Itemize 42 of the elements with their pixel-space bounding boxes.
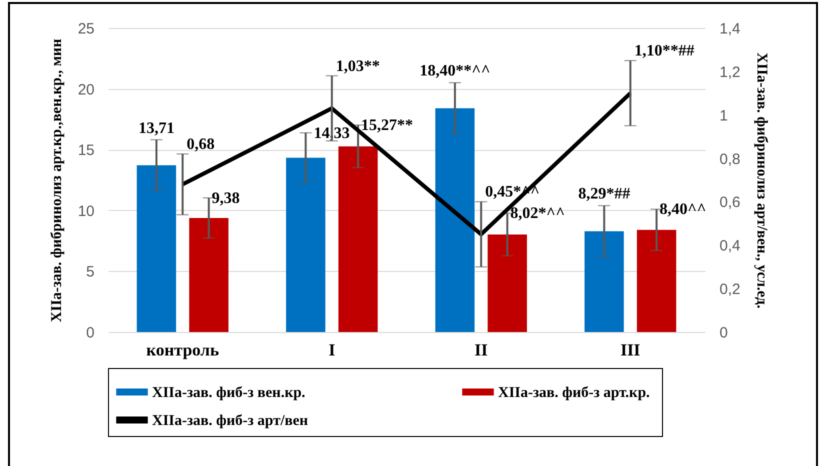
- bar: [338, 146, 378, 332]
- bar: [636, 230, 676, 332]
- y-tick-label: 25: [78, 20, 94, 38]
- y-axis-title: XIIa-зав. фибринолиз арт.кр.,вен.кр., мин: [48, 38, 65, 322]
- legend-label: XIIa-зав. фиб-з арт/вен: [152, 413, 308, 429]
- y-tick-label: 5: [86, 264, 94, 281]
- y-tick-label: 20: [78, 81, 94, 98]
- y2-tick-label: 0: [720, 324, 728, 342]
- y2-tick-label: 0,4: [720, 238, 740, 255]
- y2-tick-label: 1: [720, 107, 728, 124]
- bar: [189, 218, 228, 332]
- x-tick-label: III: [620, 340, 641, 360]
- bar: [435, 108, 475, 332]
- data-label: 1,10**##: [634, 42, 694, 60]
- y2-axis-title: XIIa-зав. фибринолиз арт/вен., усл.ед.: [753, 52, 770, 309]
- y2-tick-label: 0,6: [720, 194, 740, 212]
- data-label: 13,71: [138, 120, 174, 137]
- legend-label: XIIa-зав. фиб-з арт.кр.: [498, 385, 650, 401]
- y2-tick-label: 0,8: [720, 150, 740, 168]
- y-tick-label: 0: [86, 324, 94, 342]
- x-tick-label: II: [474, 340, 488, 360]
- data-label: 15,27**: [361, 117, 414, 134]
- line-series: [180, 91, 632, 236]
- y-tick-label: 10: [78, 202, 94, 220]
- y-tick-label: 15: [78, 142, 94, 160]
- legend-label: XIIa-зав. фиб-з вен.кр.: [152, 385, 306, 401]
- x-tick-label: I: [328, 340, 336, 360]
- y2-tick-label: 0,2: [720, 281, 740, 298]
- data-label: 8,29*##: [578, 186, 630, 203]
- x-tick-label: контроль: [146, 340, 219, 360]
- data-label: 8,40^^: [660, 201, 706, 218]
- data-label: 8,02*^^: [510, 205, 565, 222]
- data-label: 9,38: [212, 190, 240, 207]
- data-label: 18,40**^^: [420, 62, 490, 80]
- data-label: 0,68: [186, 136, 215, 153]
- bar: [584, 231, 624, 332]
- bar: [286, 158, 326, 332]
- y2-tick-label: 1,4: [720, 20, 740, 38]
- bar: [488, 234, 527, 332]
- data-label: 1,03**: [336, 58, 380, 75]
- bar: [136, 165, 176, 332]
- y2-tick-label: 1,2: [720, 64, 740, 81]
